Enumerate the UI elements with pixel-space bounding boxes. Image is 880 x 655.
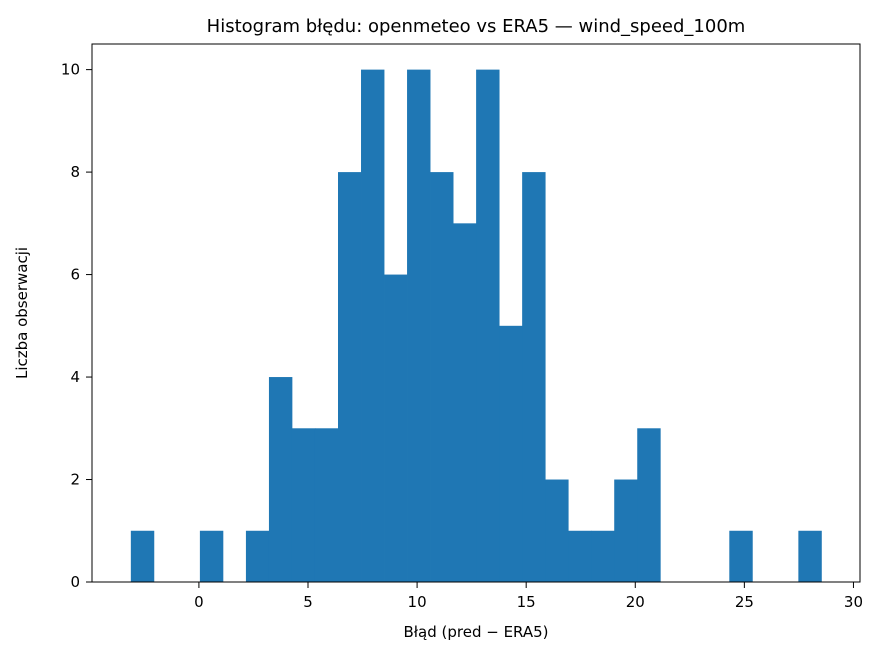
- y-tick-label: 2: [70, 471, 80, 489]
- x-tick-label: 20: [626, 593, 645, 611]
- histogram-bar: [291, 428, 316, 582]
- histogram-bar: [130, 530, 155, 582]
- histogram-bar: [545, 479, 569, 582]
- histogram-bar: [729, 530, 753, 582]
- histogram-bar: [499, 325, 523, 582]
- y-tick-label: 4: [70, 368, 80, 386]
- x-tick-label: 25: [735, 593, 754, 611]
- x-tick-label: 10: [408, 593, 427, 611]
- histogram-bar: [453, 223, 477, 583]
- histogram-bar: [522, 172, 546, 582]
- histogram-bar: [614, 479, 638, 582]
- histogram-bar: [407, 69, 431, 583]
- histogram-bar: [568, 530, 592, 582]
- y-axis-label: Liczba obserwacji: [13, 247, 31, 379]
- x-tick-label: 0: [194, 593, 204, 611]
- axes-frame: [91, 43, 861, 583]
- histogram-bar: [637, 428, 661, 582]
- histogram-bar: [384, 274, 408, 582]
- y-axis-ticks: 0 2 4 6 8 10: [61, 61, 92, 591]
- y-tick-label: 8: [70, 163, 80, 181]
- histogram-bar: [314, 428, 339, 582]
- histogram-bar: [798, 530, 822, 582]
- x-axis-ticks: 0 5 10 15 20 25 30: [194, 582, 863, 611]
- chart-title: Histogram błędu: openmeteo vs ERA5 — win…: [207, 16, 746, 37]
- histogram-bar: [430, 172, 454, 582]
- y-tick-label: 6: [70, 266, 80, 284]
- histogram-bar: [199, 530, 224, 582]
- x-tick-label: 15: [517, 593, 536, 611]
- x-tick-label: 5: [303, 593, 313, 611]
- histogram-bar: [268, 377, 293, 582]
- histogram-bars: [130, 69, 822, 583]
- histogram-bar: [591, 530, 615, 582]
- y-tick-label: 0: [70, 573, 80, 591]
- x-axis-label: Błąd (pred − ERA5): [403, 623, 548, 641]
- histogram-bar: [245, 530, 270, 582]
- y-tick-label: 10: [61, 61, 80, 79]
- histogram-bar: [361, 69, 385, 583]
- histogram-bar: [476, 69, 500, 583]
- x-tick-label: 30: [844, 593, 863, 611]
- histogram-bar: [338, 172, 362, 582]
